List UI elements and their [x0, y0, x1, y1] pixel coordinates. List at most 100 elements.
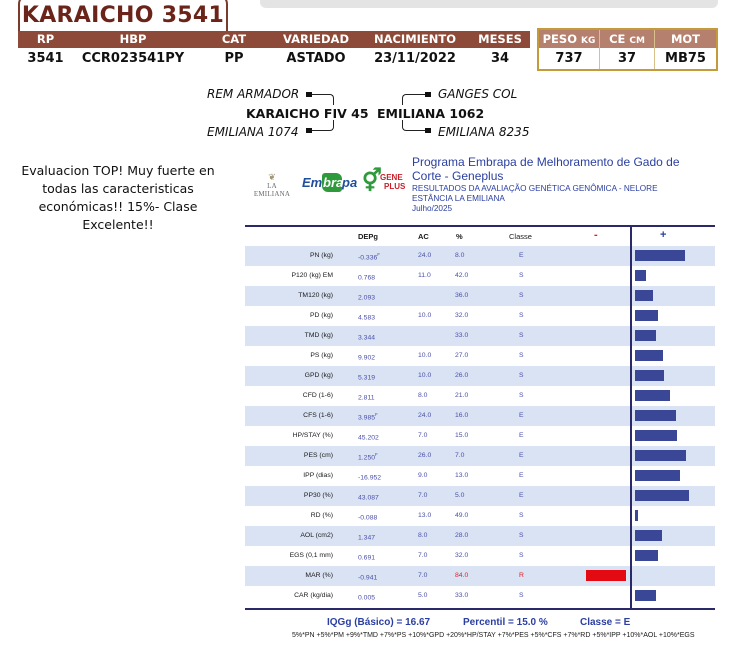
evaluation-comment: Evaluacion TOP! Muy fuerte en todas las … [21, 163, 215, 232]
col-header-plus: + [660, 229, 667, 241]
ac-value: 7.0 [418, 552, 428, 559]
percent-value: 8.0 [455, 252, 465, 259]
la-emiliana-logo: ❦ LA EMILIANA [250, 172, 294, 200]
depg-value: 2.811 [358, 394, 375, 402]
embrapa-shape [322, 173, 342, 192]
table-row: PP30 (%) 43.087 7.0 5.0 E [245, 486, 715, 506]
table-bottom-rule [245, 608, 715, 610]
ce-unit: CM [629, 36, 645, 46]
positive-bar [635, 370, 664, 381]
hbp-value: CCR023541PY [81, 51, 185, 66]
table-row: IPP (dias) -16.952 9.0 13.0 E [245, 466, 715, 486]
trait-name: MAR (%) [305, 572, 333, 579]
table-row: CFD (1-6) 2.811 8.0 21.0 S [245, 386, 715, 406]
table-row: HP/STAY (%) 45.202 7.0 15.0 E [245, 426, 715, 446]
trait-name: AOL (cm2) [300, 532, 333, 539]
positive-bar [635, 290, 653, 301]
table-row: TM120 (kg) 2.093 36.0 S [245, 286, 715, 306]
connector-dot [425, 128, 431, 133]
trait-name: RD (%) [310, 512, 333, 519]
percent-value: 32.0 [455, 552, 469, 559]
peso-value: 737 [555, 51, 583, 66]
trait-name: CAR (kg/dia) [294, 592, 333, 599]
measures-box: PESO KG 737 CE CM 37 MOT MB75 [537, 28, 718, 71]
program-farm-line: ESTÂNCIA LA EMILIANA [412, 194, 505, 203]
ac-value: 10.0 [418, 312, 432, 319]
flag-superscript: F [377, 252, 381, 257]
variedad-value: ASTADO [286, 51, 346, 66]
program-subtitle: RESULTADOS DA AVALIAÇÃO GENÉTICA GENÔMIC… [412, 184, 712, 214]
geneplus-logo: ⚥ GENE PLUS [362, 168, 406, 193]
ac-value: 8.0 [418, 392, 428, 399]
sire: KARAICHO FIV 45 [246, 106, 369, 121]
connector-dot [306, 92, 312, 97]
classe-value: S [519, 332, 524, 339]
positive-bar [635, 310, 658, 321]
table-row: CFS (1-6) 3.985F 24.0 16.0 E [245, 406, 715, 426]
table-row: PD (kg) 4.583 10.0 32.0 S [245, 306, 715, 326]
trait-name: PN (kg) [309, 252, 333, 259]
percent-value: 15.0 [455, 432, 469, 439]
classe-value: E [519, 412, 524, 419]
negative-bar [586, 570, 626, 581]
col-header-classe: Classe [509, 232, 532, 241]
table-row: RD (%) -0.088 13.0 49.0 S [245, 506, 715, 526]
trait-name: PD (kg) [309, 312, 333, 319]
percent-value: 16.0 [455, 412, 469, 419]
trait-name: GPD (kg) [304, 372, 333, 379]
nacimiento-value: 23/11/2022 [374, 51, 456, 66]
percent-value: 28.0 [455, 532, 469, 539]
top-decorative-bar [260, 0, 718, 8]
depg-value: 1.347 [358, 534, 376, 542]
positive-bar [635, 530, 662, 541]
depg-value: 45.202 [358, 434, 379, 442]
animal-name: KARAICHO 3541 [21, 3, 225, 28]
col-header-depg: DEPg [358, 232, 379, 241]
classe-value: E [519, 492, 524, 499]
classe-value: E [519, 472, 524, 479]
table-row: TMD (kg) 3.344 33.0 S [245, 326, 715, 346]
classe-value: S [519, 312, 524, 319]
trait-name: EGS (0,1 mm) [289, 552, 333, 559]
depg-value: 9.902 [358, 354, 376, 362]
connector-dot [306, 128, 312, 133]
table-row: EGS (0,1 mm) 0.691 7.0 32.0 S [245, 546, 715, 566]
iqg-value: IQGg (Básico) = 16.67 [327, 617, 431, 628]
program-results-line: RESULTADOS DA AVALIAÇÃO GENÉTICA GENÔMIC… [412, 184, 658, 193]
index-formula: 5%*PN +5%*PM +9%*TMD +7%*PS +10%*GPD +20… [292, 632, 695, 639]
ac-value: 10.0 [418, 352, 432, 359]
depg-value: 3.985F [358, 412, 378, 422]
header-variedad-label: VARIEDAD [282, 32, 349, 46]
connector-line [402, 120, 428, 131]
col-header-ac: AC [418, 232, 429, 241]
ac-value: 7.0 [418, 492, 428, 499]
depg-value: -16.952 [358, 474, 382, 482]
column-separator [599, 30, 600, 69]
percent-value: 7.0 [455, 452, 465, 459]
depg-value: 0.005 [358, 594, 376, 602]
info-header-bar: RP HBP CAT VARIEDAD NACIMIENTO MESES [18, 31, 530, 48]
sire-sire: REM ARMADOR [207, 87, 300, 101]
positive-bar [635, 510, 638, 521]
percent-value: 13.0 [455, 472, 469, 479]
classe-value: E [519, 452, 524, 459]
ce-value: 37 [617, 51, 637, 66]
depg-value: 0.768 [358, 274, 376, 282]
column-separator [654, 30, 655, 69]
col-header-pct: % [456, 232, 463, 241]
mot-label: MOT [670, 32, 701, 46]
connector-line [312, 94, 334, 105]
classe-value: S [519, 392, 524, 399]
zero-axis-line [630, 227, 632, 608]
classe-value: R [519, 572, 524, 579]
trait-name: CFS (1-6) [303, 412, 333, 419]
percent-value: 21.0 [455, 392, 469, 399]
classe-value: S [519, 552, 524, 559]
depg-value: 0.691 [358, 554, 376, 562]
peso-column: PESO KG 737 [539, 30, 599, 69]
table-row: GPD (kg) 5.319 10.0 26.0 S [245, 366, 715, 386]
table-row: AOL (cm2) 1.347 8.0 28.0 S [245, 526, 715, 546]
classe-value: S [519, 372, 524, 379]
classe-value: S [519, 272, 524, 279]
trait-name: PP30 (%) [303, 492, 333, 499]
